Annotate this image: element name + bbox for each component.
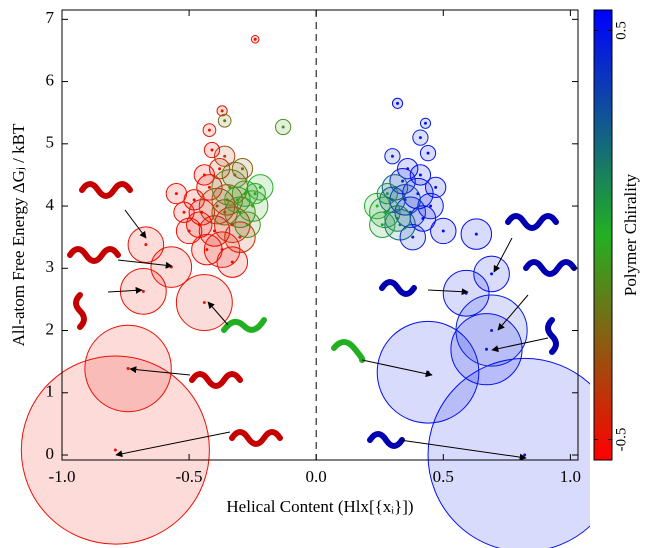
bubble-center [396,101,400,105]
bubble-center [215,204,219,208]
bubble-center [418,173,422,177]
bubble-center [490,329,494,333]
colorbar-label: Polymer Chirality [621,173,640,296]
bubble-center [401,179,405,183]
bubble-center [240,167,244,171]
annotation-arrows [107,209,549,461]
bubble-center [192,198,196,202]
bubble-center [429,204,433,208]
y-axis-label: All-atom Free Energy ΔGⱼ / kBT [9,123,28,346]
bubble-center [238,235,242,239]
bubble-center [490,272,494,276]
bubble-center [421,217,425,221]
bubble-center [223,119,227,123]
bubble-center [523,453,527,457]
bubble-center [426,370,430,374]
bubble-center [484,347,488,351]
bubble-center [423,121,427,125]
bubble-center [223,154,227,158]
bubble-center [218,167,222,171]
bubble-center [396,217,400,221]
x-tick-label: 1.0 [560,467,581,486]
y-tick-label: 4 [46,195,55,214]
bubble-center [441,229,445,233]
y-tick-label: 2 [46,319,55,338]
bubble-center [403,198,407,202]
bubble-center [380,223,384,227]
bubble-center [426,151,430,155]
bubble-center [385,192,389,196]
colorbar-tick-label: 0.5 [613,21,629,40]
bubble-center [141,289,145,293]
y-tick-label: 7 [46,8,55,27]
bubble-center [411,235,415,239]
bubble [427,357,590,548]
bubble-center [223,210,227,214]
bubble-center [207,128,211,132]
bubble-center [474,232,478,236]
y-tick-label: 6 [46,70,55,89]
bubble-center [213,229,217,233]
bubble-center [182,210,186,214]
protein-illustrations [67,181,577,449]
y-tick-label: 0 [46,444,55,463]
bubble-center [253,192,257,196]
y-tick-label: 1 [46,382,55,401]
bubble-center [235,198,239,202]
bubble-center [205,248,209,252]
y-tick-label: 3 [46,257,55,276]
x-axis-label: Helical Content (Hlx[{xᵢ}]) [226,497,413,516]
bubble-center [418,136,422,140]
bubble-center [228,185,232,189]
bubble-center [375,204,379,208]
x-tick-label: 0.0 [306,467,327,486]
bubble-center [390,154,394,158]
y-tick-label: 5 [46,133,55,152]
bubble-center [207,185,211,189]
bubble-center [144,243,148,247]
x-tick-label: 0.5 [433,467,454,486]
bubble-center [202,173,206,177]
bubble-center [398,223,402,227]
bubble-center [281,125,285,129]
x-tick-label: -1.0 [49,467,76,486]
bubble-center [210,148,214,152]
bubble-center [251,204,255,208]
plot-frame [61,9,579,461]
x-tick-label: -0.5 [176,467,203,486]
colorbar [593,9,613,461]
bubble-center [220,109,224,113]
bubble-center [434,185,438,189]
bubble-center [197,223,201,227]
bubble-center [258,185,262,189]
bubble-center [230,260,234,264]
colorbar-tick-label: -0.5 [613,428,629,452]
bubble-center [406,167,410,171]
bubble-center [246,223,250,227]
bubble-center [126,367,130,371]
bubble-center [202,301,206,305]
bubble-center [113,448,117,452]
bubble-layer [20,34,590,548]
bubble-center [174,192,178,196]
bubble-center [253,37,257,41]
